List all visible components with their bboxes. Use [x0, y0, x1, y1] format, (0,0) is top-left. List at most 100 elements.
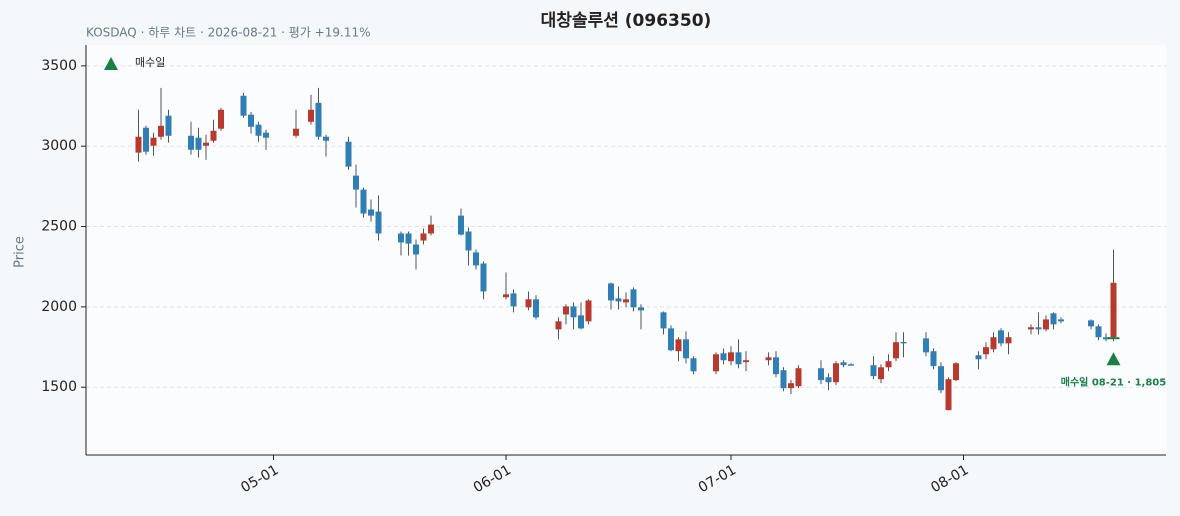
- candle-body: [930, 351, 937, 367]
- candle-body: [143, 127, 149, 152]
- candle-body: [353, 175, 359, 190]
- candle-body: [135, 136, 142, 153]
- chart-subtitle: KOSDAQ · 하루 차트 · 2026-08-21 · 평가 +19.11%: [86, 26, 371, 40]
- candle-body: [458, 215, 464, 235]
- candle-body: [735, 352, 742, 365]
- candle-body: [825, 377, 832, 383]
- candle-body: [218, 109, 224, 129]
- candle-body: [585, 300, 592, 322]
- candle-body: [923, 338, 929, 353]
- candle-body: [563, 306, 569, 315]
- candle-body: [308, 109, 314, 122]
- candle-body: [623, 299, 629, 303]
- candle-body: [1028, 327, 1034, 330]
- candle-body: [1095, 326, 1102, 338]
- candle-body: [398, 233, 404, 243]
- candle-body: [720, 353, 727, 361]
- candle-body: [255, 124, 262, 136]
- candle-body: [690, 358, 697, 372]
- candle-body: [608, 283, 614, 301]
- candle-body: [773, 357, 779, 375]
- buy-annotation: 매수일 08-21 · 1,805: [1061, 375, 1166, 388]
- candle-body: [248, 114, 254, 127]
- candle-body: [840, 362, 847, 366]
- candle-body: [158, 125, 164, 137]
- candle-body: [293, 128, 299, 136]
- candle-body: [998, 330, 1004, 344]
- candle-body: [375, 211, 382, 234]
- candle-body: [473, 252, 479, 266]
- candle-body: [420, 233, 427, 241]
- candle-body: [345, 141, 352, 167]
- candle-body: [578, 315, 584, 329]
- candle-body: [1088, 320, 1094, 327]
- candle-body: [938, 366, 944, 391]
- candle-body: [953, 363, 959, 381]
- candle-body: [503, 294, 509, 298]
- candle-body: [795, 368, 802, 387]
- candle-body: [465, 231, 472, 251]
- candle-body: [1005, 337, 1012, 344]
- candle-body: [1103, 337, 1109, 340]
- y-tick-label: 3500: [41, 58, 77, 74]
- candle-body: [668, 328, 674, 351]
- candle-body: [630, 289, 637, 308]
- candle-body: [990, 337, 997, 350]
- legend-marker: [104, 57, 118, 70]
- x-tick-label: 07-01: [696, 462, 739, 496]
- candle-body: [765, 357, 772, 361]
- candle-body: [195, 137, 202, 150]
- candle-body: [428, 224, 434, 234]
- candle-body: [893, 342, 899, 359]
- candle-body: [405, 233, 412, 244]
- y-axis-label: Price: [13, 236, 28, 268]
- x-tick-label: 06-01: [471, 462, 514, 496]
- candle-body: [713, 354, 719, 372]
- candle-body: [660, 312, 667, 329]
- x-tick-label: 05-01: [238, 462, 281, 496]
- candle-body: [1050, 313, 1057, 325]
- candle-body: [788, 383, 794, 389]
- candle-body: [945, 379, 952, 411]
- y-tick-label: 2000: [41, 299, 77, 315]
- candle-body: [570, 306, 577, 318]
- candle-body: [165, 115, 172, 136]
- legend-label: 매수일: [135, 55, 165, 69]
- plot-area: [86, 45, 1166, 455]
- candle-body: [480, 263, 487, 292]
- candle-body: [150, 137, 157, 146]
- y-tick-label: 3000: [41, 138, 77, 154]
- candle-body: [728, 352, 734, 362]
- candle-body: [525, 299, 532, 308]
- y-tick-label: 1500: [41, 379, 77, 395]
- candle-body: [1035, 327, 1042, 330]
- chart-title: 대창솔루션 (096350): [541, 11, 712, 31]
- candle-body: [885, 361, 892, 368]
- candle-body: [870, 365, 877, 377]
- candle-body: [210, 130, 217, 141]
- candle-body: [203, 142, 209, 146]
- x-tick-label: 08-01: [928, 462, 971, 496]
- candle-body: [848, 364, 854, 366]
- candle-body: [510, 293, 517, 307]
- candle-body: [780, 370, 787, 389]
- candle-body: [900, 341, 907, 344]
- candle-body: [1058, 319, 1064, 322]
- candle-body: [413, 244, 419, 255]
- candle-body: [533, 299, 539, 318]
- candle-body: [683, 339, 689, 359]
- candle-body: [555, 321, 562, 330]
- candle-body: [1110, 282, 1117, 338]
- candle-body: [368, 209, 374, 216]
- candle-body: [615, 298, 622, 302]
- candle-body: [315, 102, 322, 137]
- candle-body: [323, 136, 329, 141]
- candle-body: [263, 132, 269, 138]
- candle-body: [975, 355, 982, 360]
- candle-body: [1043, 319, 1049, 330]
- candle-body: [818, 368, 824, 381]
- buy-marker: [1106, 352, 1121, 366]
- candle-body: [878, 367, 884, 380]
